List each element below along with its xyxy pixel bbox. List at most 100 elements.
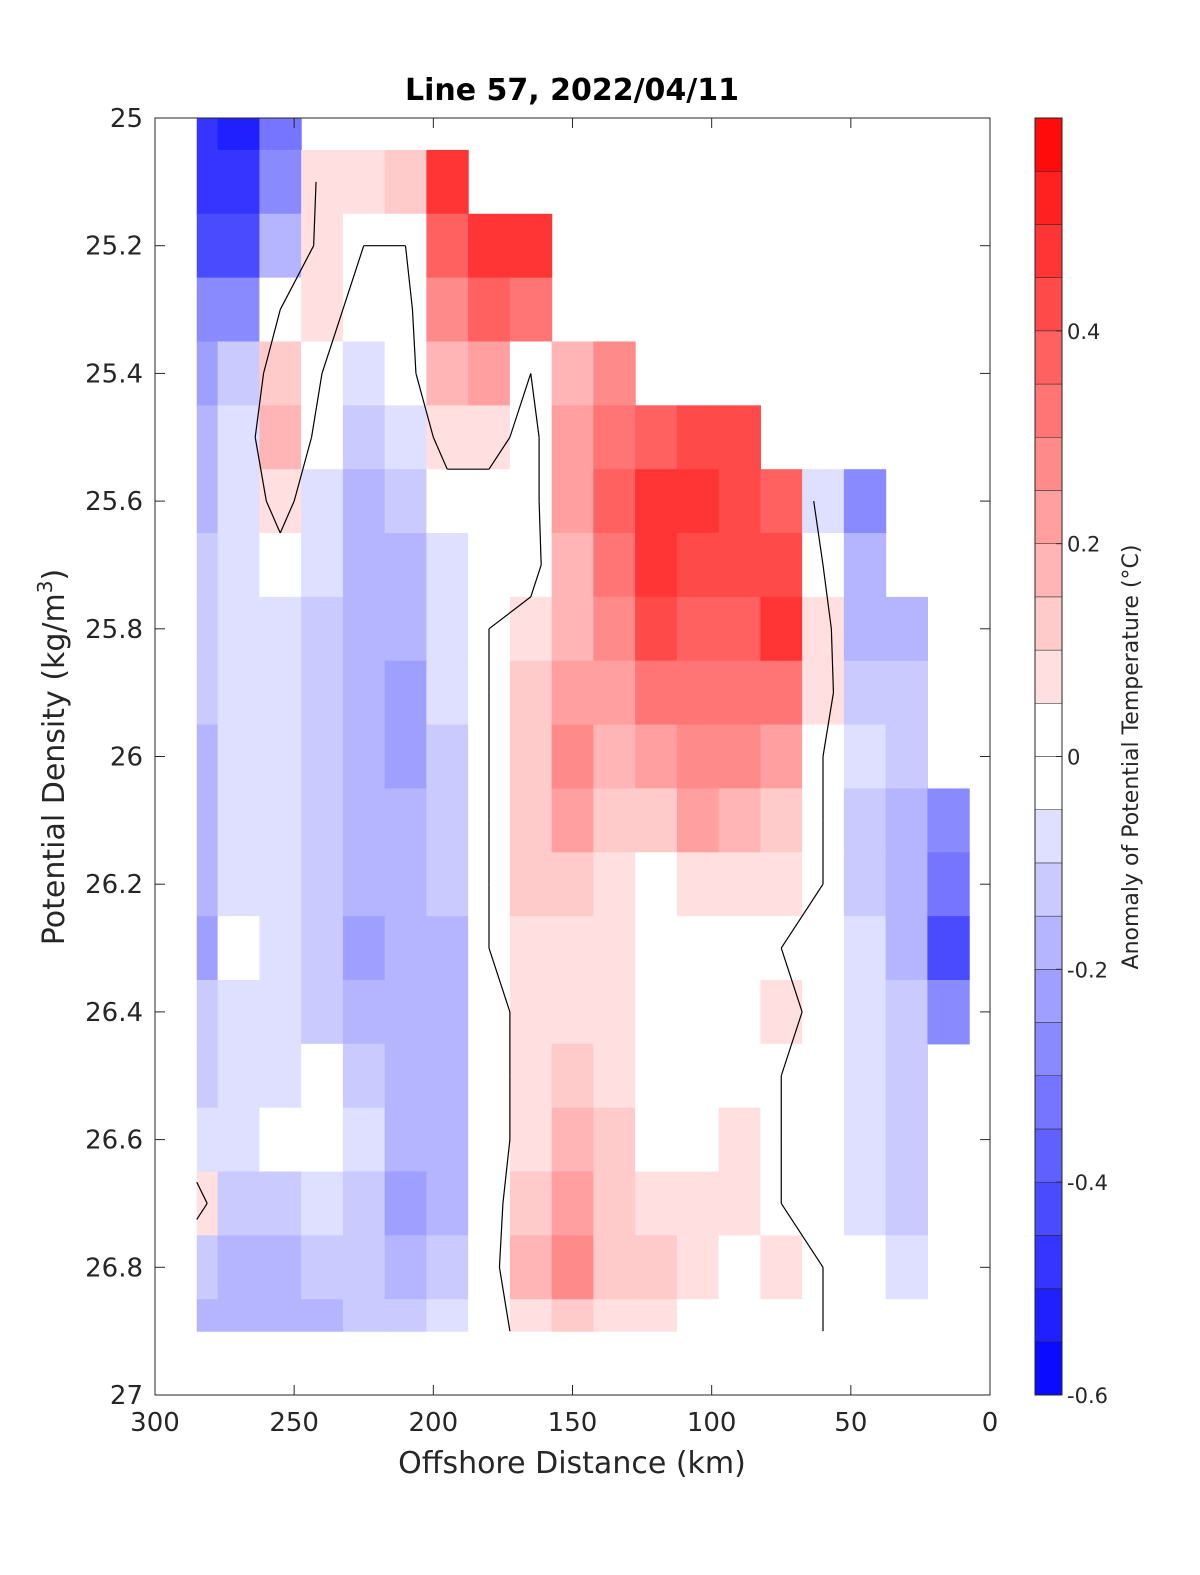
heatmap-cell	[635, 724, 678, 790]
heatmap-cell	[802, 469, 845, 534]
heatmap-cell	[593, 788, 636, 853]
heatmap-cell	[509, 724, 553, 790]
heatmap-cell	[760, 660, 803, 726]
heatmap-cell	[301, 1299, 344, 1332]
contour-segment	[488, 596, 532, 630]
heatmap-cell	[384, 852, 427, 917]
heatmap-cell	[551, 979, 594, 1045]
heatmap-cell	[551, 916, 594, 981]
heatmap-cell	[196, 660, 219, 726]
colorbar-tick-label: 0	[1067, 746, 1080, 770]
heatmap-cell	[509, 1235, 553, 1300]
heatmap-cell	[718, 405, 761, 470]
heatmap-cell	[885, 1171, 928, 1236]
heatmap-cell	[802, 1171, 845, 1236]
heatmap-cell	[426, 469, 469, 534]
heatmap-cell	[843, 852, 887, 917]
colorbar-swatch	[1034, 1181, 1063, 1236]
colorbar-swatch	[1034, 649, 1063, 704]
heatmap-cell	[426, 916, 469, 981]
heatmap-cell	[843, 979, 887, 1045]
contour-segment	[313, 181, 317, 246]
heatmap-cell	[927, 979, 970, 1045]
heatmap-cell	[551, 724, 594, 790]
heatmap-cell	[802, 979, 845, 1045]
heatmap-cell	[676, 1299, 720, 1332]
heatmap-cell	[384, 1299, 427, 1332]
heatmap-cell	[342, 660, 386, 726]
contour-segment	[196, 1181, 208, 1204]
heatmap-cell	[509, 277, 553, 343]
heatmap-cell	[426, 788, 469, 853]
contour-segment	[262, 309, 281, 374]
heatmap-cell	[196, 788, 219, 853]
heatmap-cell	[551, 1107, 594, 1173]
heatmap-cell	[760, 724, 803, 790]
heatmap-cell	[885, 660, 928, 726]
colorbar-swatch	[1034, 277, 1063, 332]
contour-segment	[509, 373, 532, 438]
x-axis: 300 250 200 150 100 50 0	[130, 118, 998, 1438]
heatmap-cell	[217, 979, 260, 1045]
colorbar-tick-label: 0.4	[1067, 320, 1100, 344]
y-axis-title-superscript: 3	[33, 580, 57, 593]
contour-segment	[342, 245, 365, 310]
heatmap-cell	[342, 277, 386, 343]
heatmap-cell	[426, 1171, 469, 1236]
heatmap-cell	[718, 916, 761, 981]
heatmap-cell	[342, 341, 386, 406]
heatmap-cell	[885, 788, 928, 853]
heatmap-cell	[301, 1235, 344, 1300]
heatmap-cell	[885, 1043, 928, 1109]
contour-segment	[254, 437, 267, 502]
heatmap-cell	[843, 660, 887, 726]
heatmap-cell	[301, 405, 344, 470]
heatmap-cell	[760, 469, 803, 534]
contour-segment	[780, 883, 824, 949]
heatmap-cell	[802, 1107, 845, 1173]
colorbar-swatch	[1034, 756, 1063, 810]
heatmap-cell	[217, 405, 260, 470]
heatmap-cell	[259, 788, 302, 853]
heatmap-cell	[196, 1235, 219, 1300]
heatmap-cell	[384, 341, 427, 406]
contour-segment	[279, 500, 295, 534]
heatmap-cell	[301, 1171, 344, 1236]
heatmap-cell	[196, 277, 219, 343]
contour-segment	[404, 245, 414, 310]
heatmap-cell	[676, 788, 720, 853]
colorbar-swatch	[1034, 1288, 1063, 1343]
heatmap-cell	[217, 277, 260, 343]
heatmap-cell	[217, 533, 260, 598]
heatmap-cell	[760, 852, 803, 917]
colorbar-swatch	[1034, 1235, 1063, 1289]
colorbar-swatch	[1034, 117, 1063, 172]
heatmap-cell	[342, 469, 386, 534]
heatmap-cell	[635, 1299, 678, 1332]
heatmap-cell	[551, 341, 594, 406]
heatmap-cell	[468, 405, 511, 470]
heatmap-cell	[384, 979, 427, 1045]
heatmap-cell	[301, 1107, 344, 1173]
heatmap-cell	[843, 1043, 887, 1109]
heatmap-cell	[196, 852, 219, 917]
heatmap-cell	[426, 341, 469, 406]
heatmap-cell	[196, 469, 219, 534]
heatmap-cell	[718, 788, 761, 853]
heatmap-cell	[760, 788, 803, 853]
heatmap-cell	[196, 916, 219, 981]
heatmap-cell	[593, 596, 636, 662]
colorbar-swatch	[1034, 490, 1063, 544]
colorbar-swatch	[1034, 1341, 1063, 1396]
colorbar-swatch	[1034, 543, 1063, 598]
heatmap-cell	[468, 1043, 511, 1109]
heatmap-cell	[426, 213, 469, 279]
heatmap-cell	[885, 979, 928, 1045]
heatmap-cell	[384, 916, 427, 981]
colorbar-swatch	[1034, 224, 1063, 278]
heatmap-cell	[635, 979, 678, 1045]
heatmap-cell	[676, 979, 720, 1045]
contour-segment	[498, 1203, 504, 1268]
contour-segment	[254, 373, 265, 438]
heatmap-cell	[468, 341, 511, 406]
